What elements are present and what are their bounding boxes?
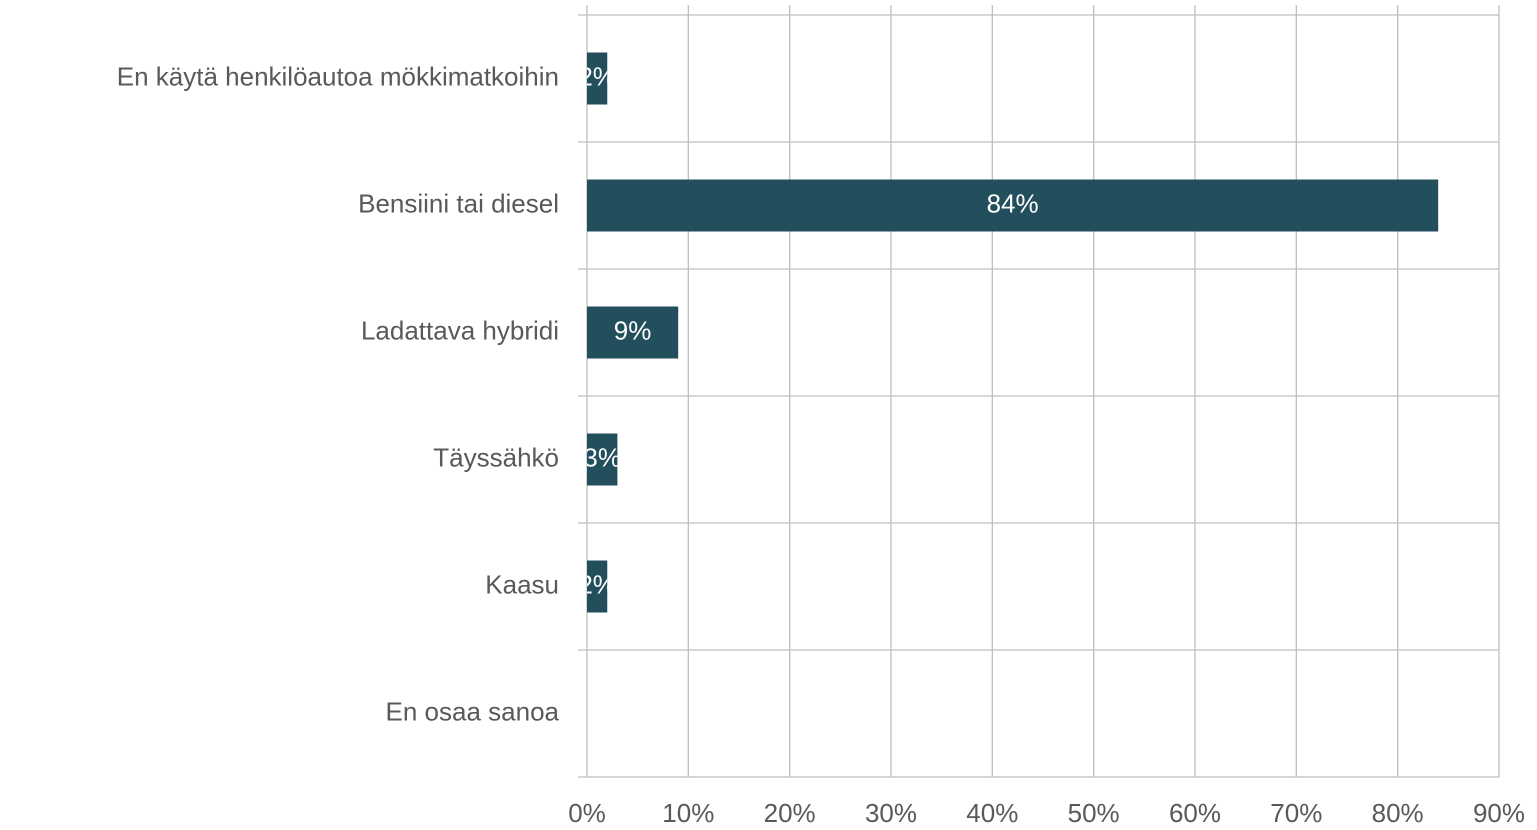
y-tick-label: Kaasu [485,569,559,599]
x-tick-label: 30% [865,798,917,828]
x-tick-label: 80% [1372,798,1424,828]
x-tick-label: 20% [764,798,816,828]
x-tick-label: 90% [1473,798,1525,828]
data-label: 9% [614,315,652,345]
y-tick-label: Täyssähkö [433,442,559,472]
bar [587,560,608,613]
data-label: 3% [583,442,621,472]
x-tick-label: 50% [1068,798,1120,828]
y-tick-label: Ladattava hybridi [361,315,559,345]
bar [587,179,1439,232]
y-tick-label: Bensiini tai diesel [358,188,559,218]
bar [587,52,608,105]
x-tick-label: 40% [966,798,1018,828]
x-tick-label: 10% [662,798,714,828]
y-tick-label: En käytä henkilöautoa mökkimatkoihin [117,61,559,91]
x-tick-label: 70% [1270,798,1322,828]
data-label: 84% [987,188,1039,218]
data-label: 2% [578,61,616,91]
bar [587,433,618,486]
y-tick-label: En osaa sanoa [386,696,560,726]
x-tick-label: 0% [568,798,606,828]
data-label: 2% [578,569,616,599]
bar [587,306,679,359]
x-tick-label: 60% [1169,798,1221,828]
